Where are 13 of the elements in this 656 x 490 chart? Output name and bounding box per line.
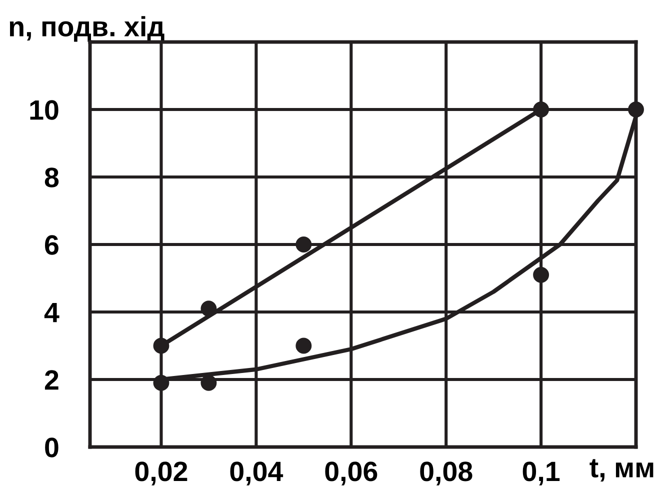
x-tick-label: 0,04	[230, 462, 284, 486]
x-tick-label: 0,06	[325, 462, 378, 486]
y-axis-title: n, подв. хід	[10, 16, 164, 42]
y-tick-label: 6	[45, 235, 58, 255]
y-tick-label: 4	[44, 302, 60, 322]
y-tick-label: 0	[45, 438, 58, 458]
y-tick-label: 2	[44, 370, 58, 390]
y-tick-label: 10	[30, 100, 58, 120]
x-tick-label: 0,1	[522, 462, 560, 486]
x-tick-label: 0,02	[135, 462, 188, 486]
x-tick-label: 0,08	[420, 462, 472, 486]
y-tick-label: 8	[44, 168, 59, 188]
x-axis-title: t, мм	[590, 459, 654, 482]
